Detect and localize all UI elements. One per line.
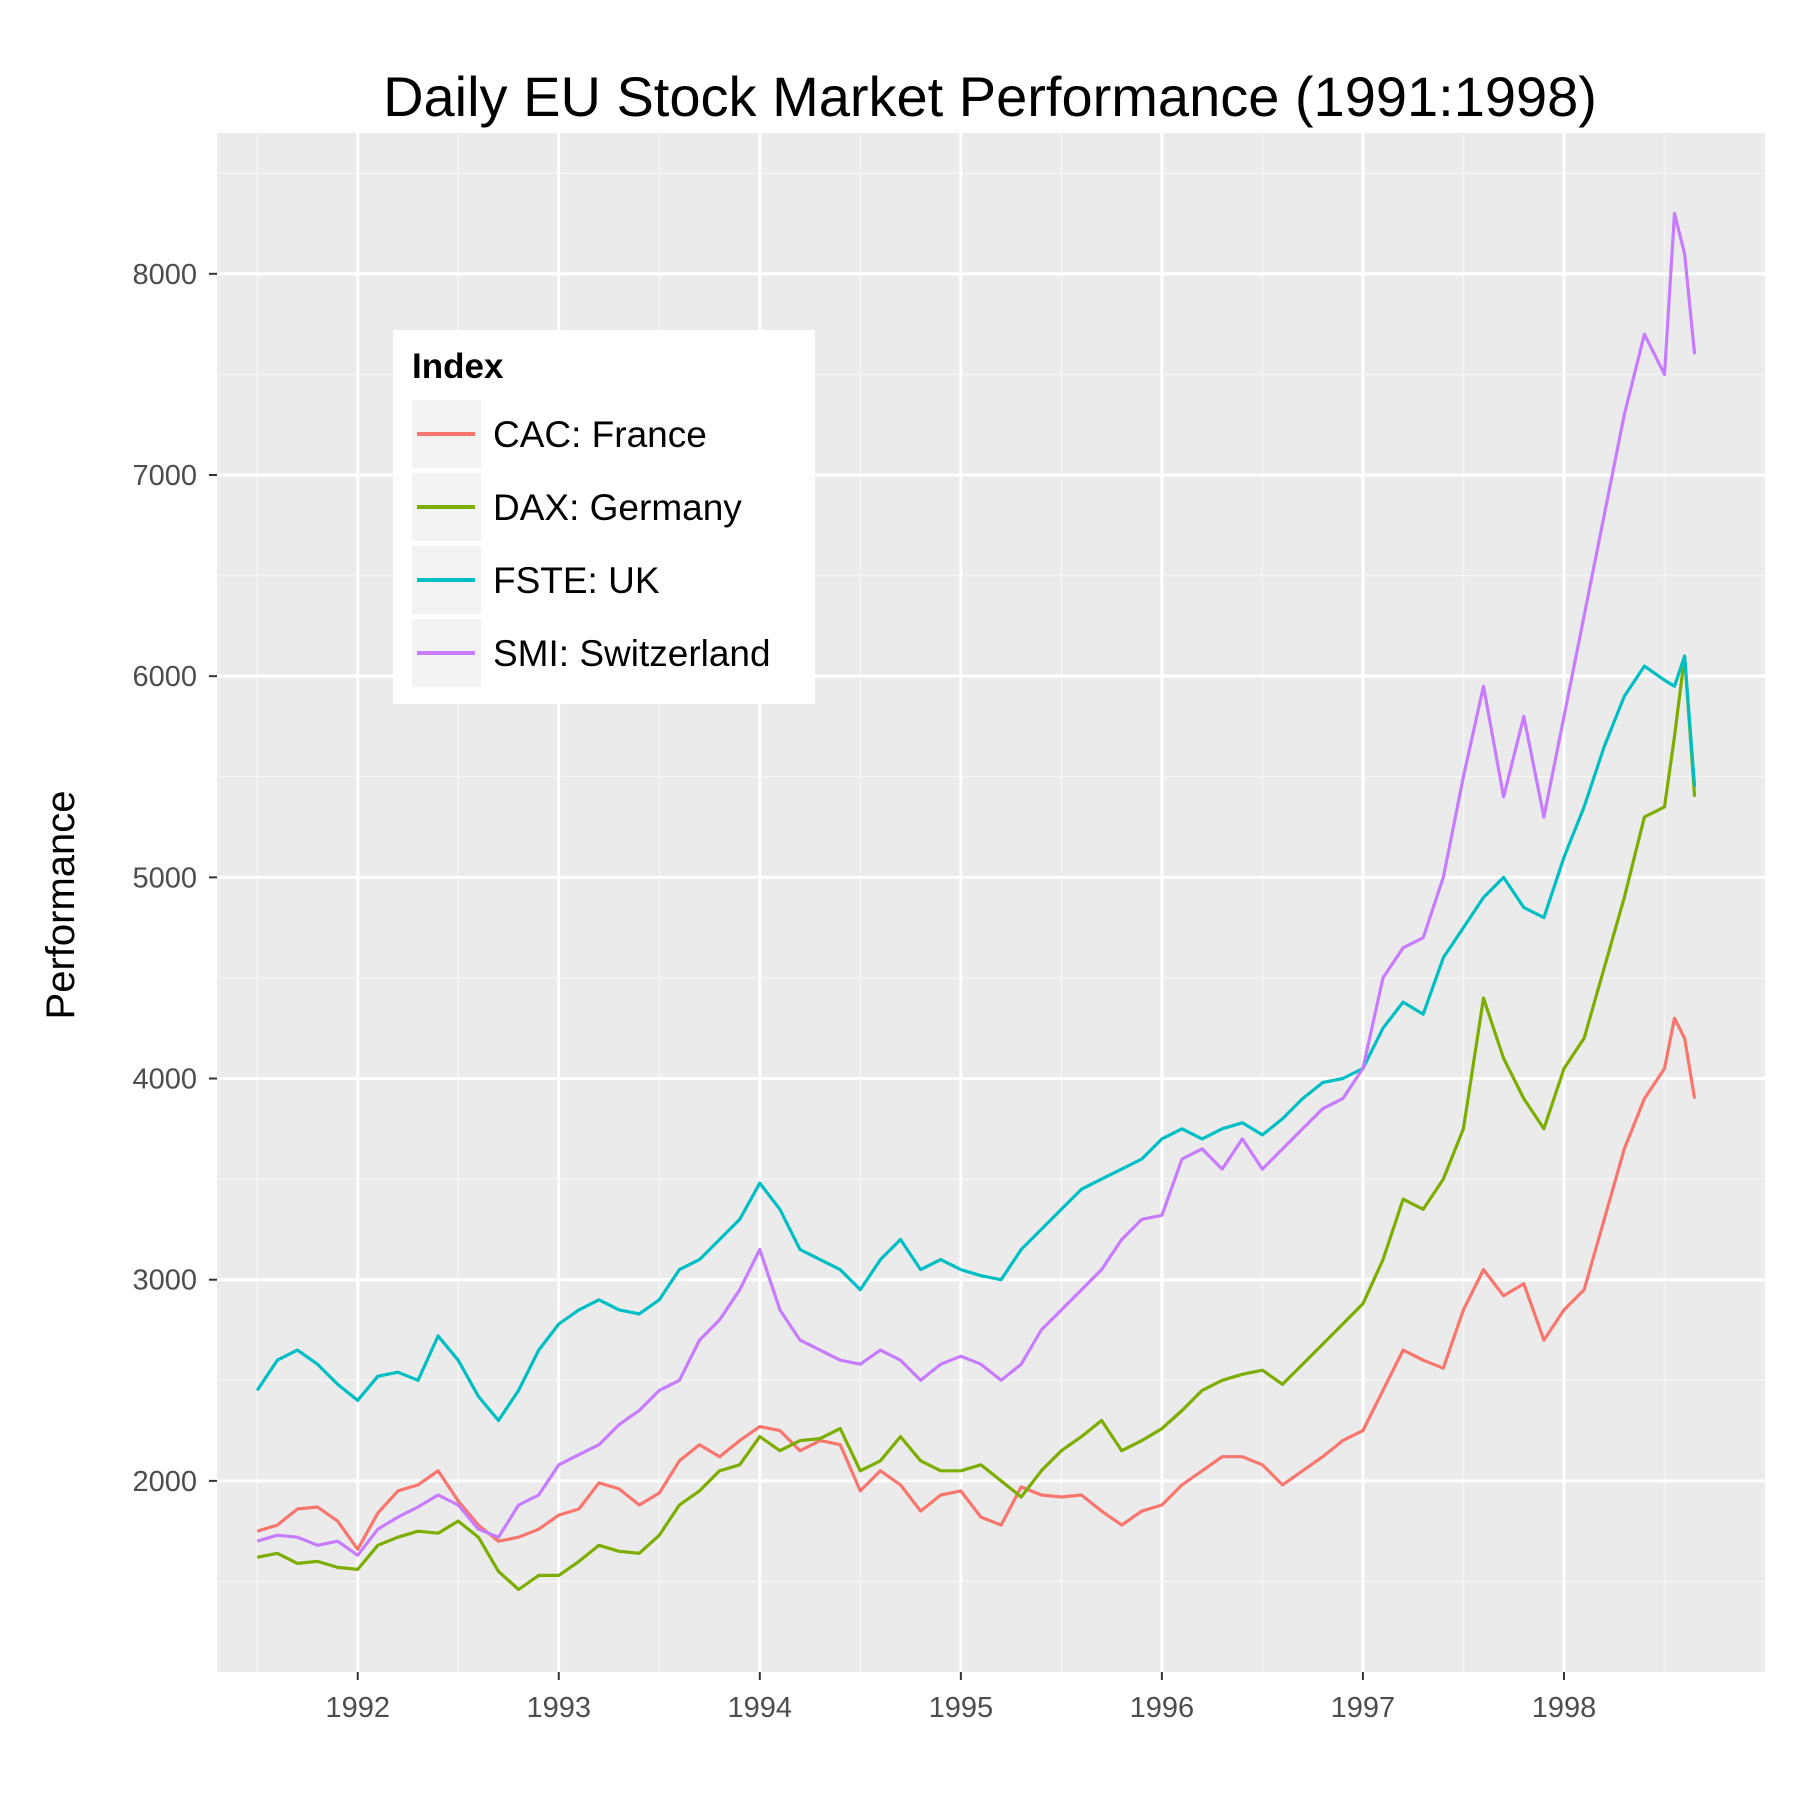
x-tick-label: 1997 bbox=[1331, 1692, 1396, 1724]
x-tick-label: 1995 bbox=[929, 1692, 994, 1724]
series-line-3 bbox=[256, 211, 1697, 1557]
x-axis: 1992 1993 1994 1995 1996 1997 1998 bbox=[325, 1672, 1596, 1724]
x-tick-label: 1996 bbox=[1130, 1692, 1195, 1724]
chart-title: Daily EU Stock Market Performance (1991:… bbox=[383, 65, 1597, 128]
y-tick-label: 8000 bbox=[132, 259, 197, 291]
legend-label-3: SMI: Switzerland bbox=[493, 633, 771, 674]
legend: Index CAC: France DAX: Germany FSTE: UK SMI:… bbox=[393, 330, 815, 704]
y-tick-label: 3000 bbox=[132, 1265, 197, 1297]
x-tick-label: 1994 bbox=[728, 1692, 793, 1724]
y-axis: 2000 3000 4000 5000 6000 7000 8000 bbox=[132, 259, 217, 1498]
y-tick-label: 7000 bbox=[132, 460, 197, 492]
series-line-0 bbox=[256, 1016, 1697, 1551]
legend-label-1: DAX: Germany bbox=[493, 487, 742, 528]
y-tick-label: 6000 bbox=[132, 661, 197, 693]
y-axis-title: Performance bbox=[39, 791, 83, 1020]
legend-label-0: CAC: France bbox=[493, 414, 707, 455]
y-tick-label: 5000 bbox=[132, 862, 197, 894]
legend-title: Index bbox=[412, 347, 504, 386]
series-line-1 bbox=[256, 654, 1697, 1592]
x-tick-label: 1992 bbox=[325, 1692, 390, 1724]
series-layer bbox=[255, 211, 1697, 1592]
x-tick-label: 1993 bbox=[527, 1692, 592, 1724]
legend-label-2: FSTE: UK bbox=[493, 560, 660, 601]
series-line-2 bbox=[255, 654, 1697, 1423]
x-tick-label: 1998 bbox=[1532, 1692, 1597, 1724]
y-tick-label: 4000 bbox=[132, 1064, 197, 1096]
y-tick-label: 2000 bbox=[132, 1466, 197, 1498]
